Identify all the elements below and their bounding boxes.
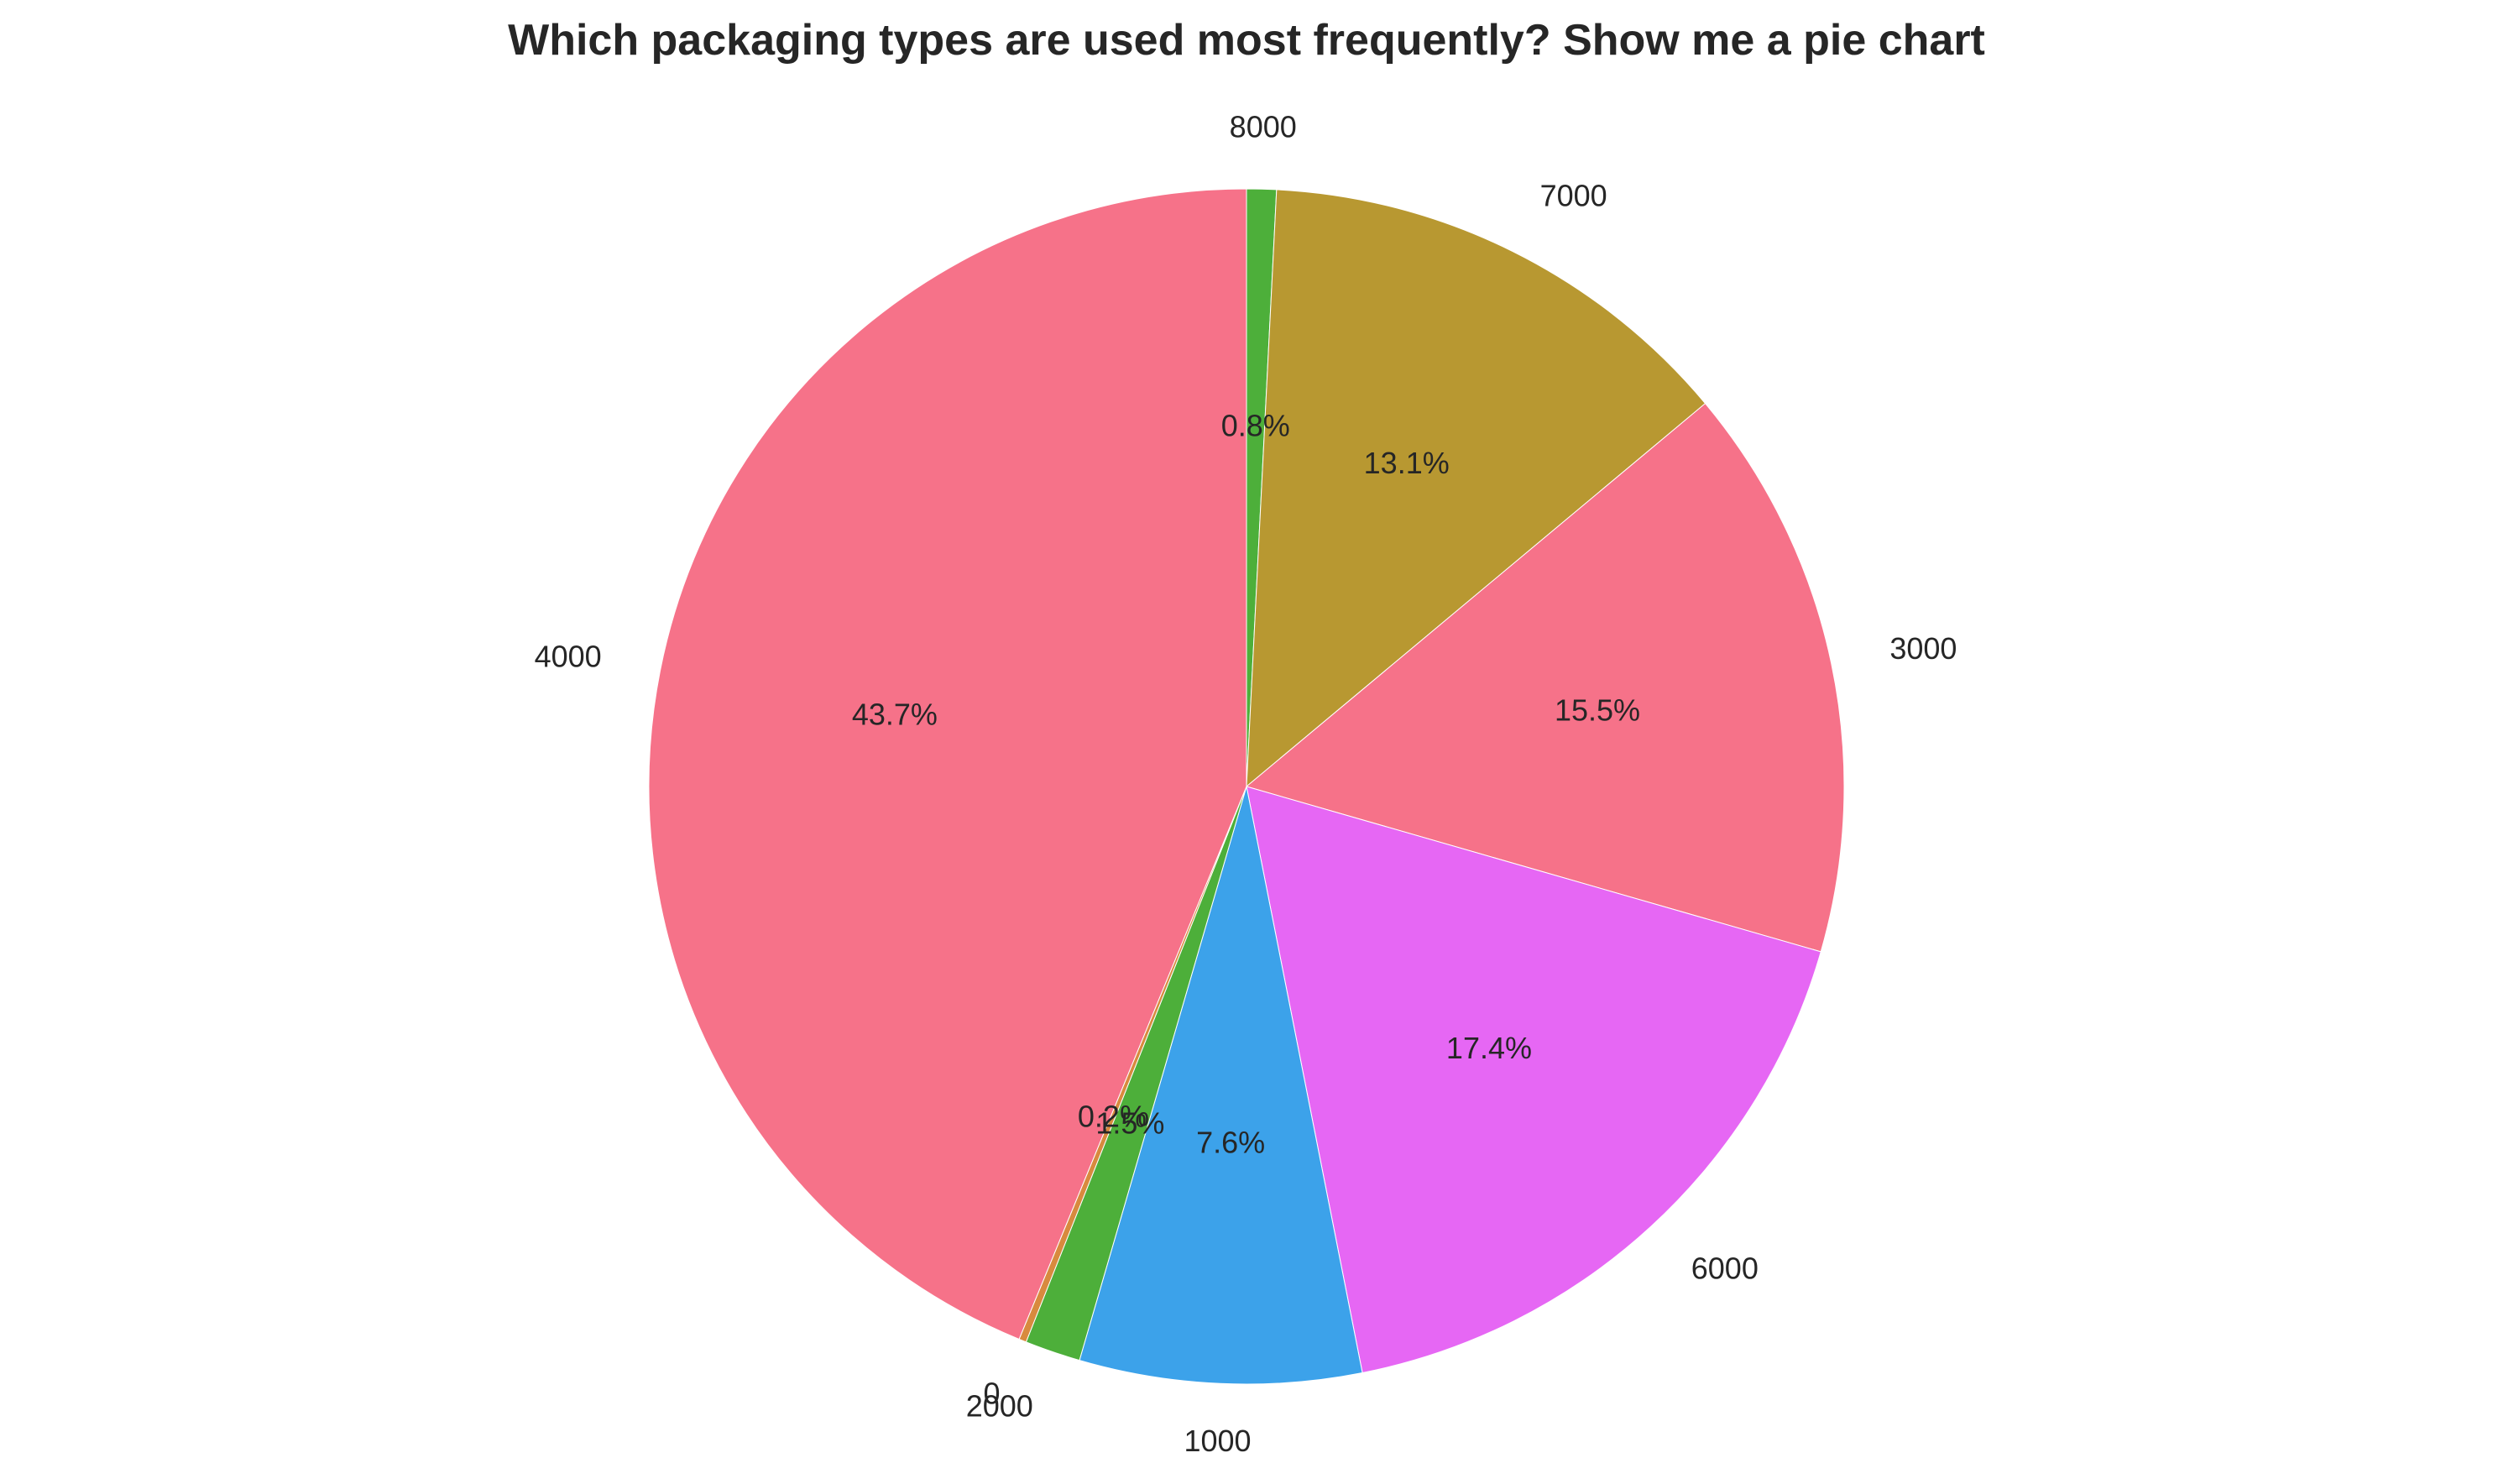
pie-slice-6000 — [1246, 786, 1821, 1374]
slice-label-3000: 3000 — [1889, 631, 1957, 666]
pie-slices — [648, 188, 1845, 1385]
slice-label-6000: 6000 — [1691, 1251, 1759, 1285]
slice-percent-2000: 1.5% — [1095, 1106, 1164, 1141]
pie-slice-4000 — [648, 188, 1247, 1340]
pie-slice-3000 — [1245, 402, 1845, 953]
pie-labels: 8000 0.8% 7000 13.1% 3000 15.5% 6000 17.4% 1000 7… — [535, 110, 1957, 1458]
slice-percent-3000: 15.5% — [1555, 692, 1640, 727]
slice-label-2000: 2000 — [966, 1388, 1033, 1423]
slice-percent-7000: 13.1% — [1364, 446, 1450, 480]
slice-label-1000: 1000 — [1184, 1424, 1251, 1458]
pie-slice-1000 — [1079, 786, 1363, 1385]
pie-slice-7000 — [1246, 189, 1706, 788]
slice-label-4000: 4000 — [535, 640, 602, 674]
slice-label-7000: 7000 — [1540, 179, 1607, 213]
slice-percent-4000: 43.7% — [852, 698, 938, 732]
slice-percent-1000: 7.6% — [1196, 1125, 1265, 1159]
chart-title: Which packaging types are used most freq… — [508, 16, 1985, 65]
slice-percent-8000: 0.8% — [1221, 408, 1290, 442]
slice-label-8000: 8000 — [1230, 110, 1297, 144]
slice-label-0: 0 — [984, 1377, 1001, 1411]
slice-percent-6000: 17.4% — [1446, 1031, 1532, 1065]
slice-percent-0: 0.2% — [1078, 1100, 1147, 1134]
